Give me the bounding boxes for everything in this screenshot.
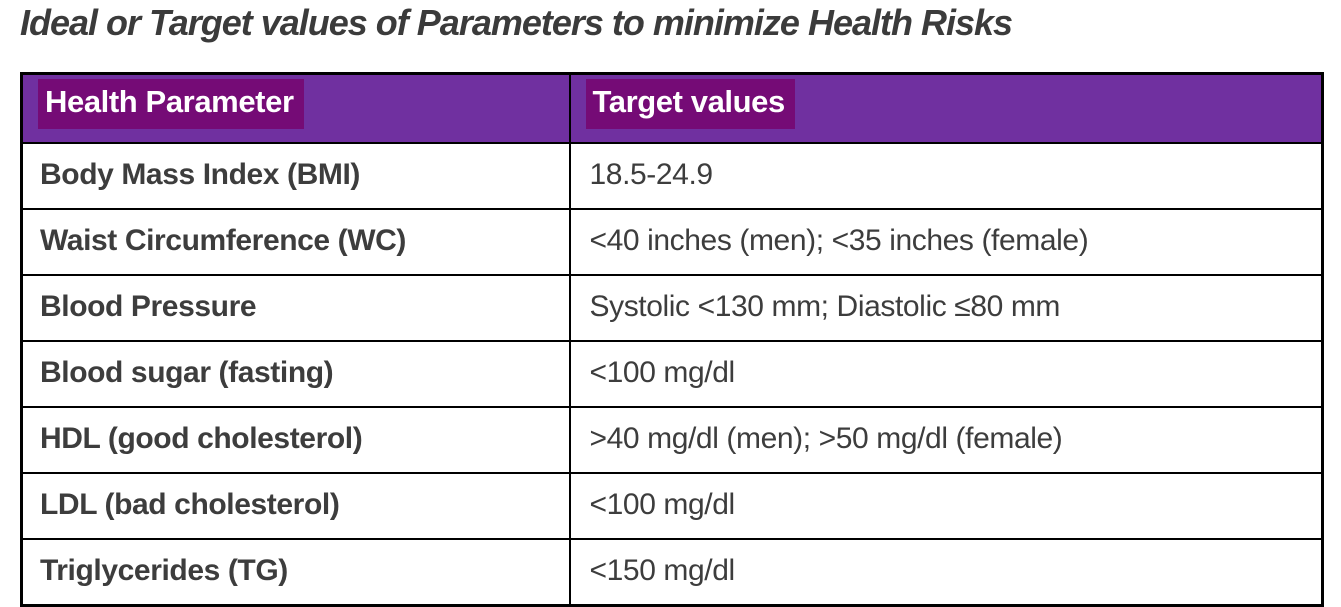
- target-value-cell: Systolic <130 mm; Diastolic ≤80 mm: [568, 274, 1324, 342]
- target-value-cell: <40 inches (men); <35 inches (female): [568, 208, 1324, 276]
- table-row: Body Mass Index (BMI) 18.5-24.9: [20, 142, 1324, 210]
- parameter-cell: Triglycerides (TG): [20, 538, 571, 607]
- target-value-cell: >40 mg/dl (men); >50 mg/dl (female): [568, 406, 1324, 474]
- target-value-cell: <100 mg/dl: [568, 340, 1324, 408]
- parameter-cell: Blood Pressure: [20, 274, 571, 342]
- target-value-cell: 18.5-24.9: [568, 142, 1324, 210]
- table-row: LDL (bad cholesterol) <100 mg/dl: [20, 472, 1324, 540]
- target-value-cell: <100 mg/dl: [568, 472, 1324, 540]
- column-header-target-values: Target values: [568, 72, 1324, 144]
- page-title: Ideal or Target values of Parameters to …: [20, 2, 1013, 43]
- table-header-row: Health Parameter Target values: [20, 72, 1324, 144]
- column-header-health-parameter: Health Parameter: [20, 72, 571, 144]
- parameter-cell: LDL (bad cholesterol): [20, 472, 571, 540]
- table-row: HDL (good cholesterol) >40 mg/dl (men); …: [20, 406, 1324, 474]
- parameter-cell: Body Mass Index (BMI): [20, 142, 571, 210]
- table-row: Blood sugar (fasting) <100 mg/dl: [20, 340, 1324, 408]
- health-parameters-table: Health Parameter Target values Body Mass…: [20, 72, 1324, 607]
- parameter-cell: HDL (good cholesterol): [20, 406, 571, 474]
- table-row: Waist Circumference (WC) <40 inches (men…: [20, 208, 1324, 276]
- table-row: Blood Pressure Systolic <130 mm; Diastol…: [20, 274, 1324, 342]
- header-label-target-values: Target values: [585, 79, 795, 129]
- parameter-cell: Waist Circumference (WC): [20, 208, 571, 276]
- parameter-cell: Blood sugar (fasting): [20, 340, 571, 408]
- table-row: Triglycerides (TG) <150 mg/dl: [20, 538, 1324, 607]
- target-value-cell: <150 mg/dl: [568, 538, 1324, 607]
- header-label-health-parameter: Health Parameter: [38, 79, 304, 129]
